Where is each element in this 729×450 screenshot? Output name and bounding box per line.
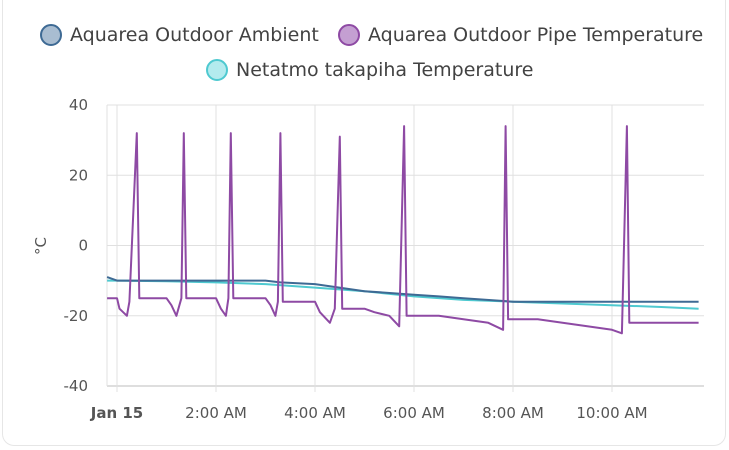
legend-item-aquarea-pipe[interactable]: Aquarea Outdoor Pipe Temperature	[338, 24, 703, 46]
series-line-0[interactable]	[106, 276, 699, 303]
y-tick-label: 40	[69, 96, 88, 114]
x-tick-label: 2:00 AM	[185, 404, 247, 422]
legend-item-aquarea-ambient[interactable]: Aquarea Outdoor Ambient	[40, 24, 319, 46]
y-tick-label: 0	[78, 237, 88, 255]
x-tick-label: 8:00 AM	[482, 404, 544, 422]
legend-swatch-aquarea-ambient	[40, 24, 62, 46]
x-tick-label: 4:00 AM	[284, 404, 346, 422]
legend-swatch-netatmo-takapiha	[206, 59, 228, 81]
y-tick-label: 20	[69, 166, 88, 184]
series-lines	[106, 125, 699, 335]
series-line-1[interactable]	[107, 125, 699, 335]
y-axis-ticks: 40 20 0 -20 -40	[64, 96, 89, 395]
y-tick-label: -20	[64, 307, 89, 325]
legend-label-aquarea-pipe: Aquarea Outdoor Pipe Temperature	[368, 24, 704, 46]
chart-legend: Aquarea Outdoor Ambient Aquarea Outdoor …	[0, 0, 729, 90]
x-tick-label: 10:00 AM	[576, 404, 647, 422]
y-tick-label: -40	[64, 377, 89, 395]
x-axis-ticks: Jan 15 2:00 AM 4:00 AM 6:00 AM 8:00 AM 10:00 …	[90, 404, 648, 422]
legend-label-netatmo-takapiha: Netatmo takapiha Temperature	[236, 59, 534, 81]
x-tick-label: 6:00 AM	[383, 404, 445, 422]
legend-label-aquarea-ambient: Aquarea Outdoor Ambient	[70, 24, 319, 46]
legend-swatch-aquarea-pipe	[338, 24, 360, 46]
x-tick-label: Jan 15	[90, 404, 143, 422]
grid-lines	[106, 104, 704, 392]
y-axis-title: °C	[32, 237, 50, 255]
legend-item-netatmo-takapiha[interactable]: Netatmo takapiha Temperature	[206, 59, 533, 81]
